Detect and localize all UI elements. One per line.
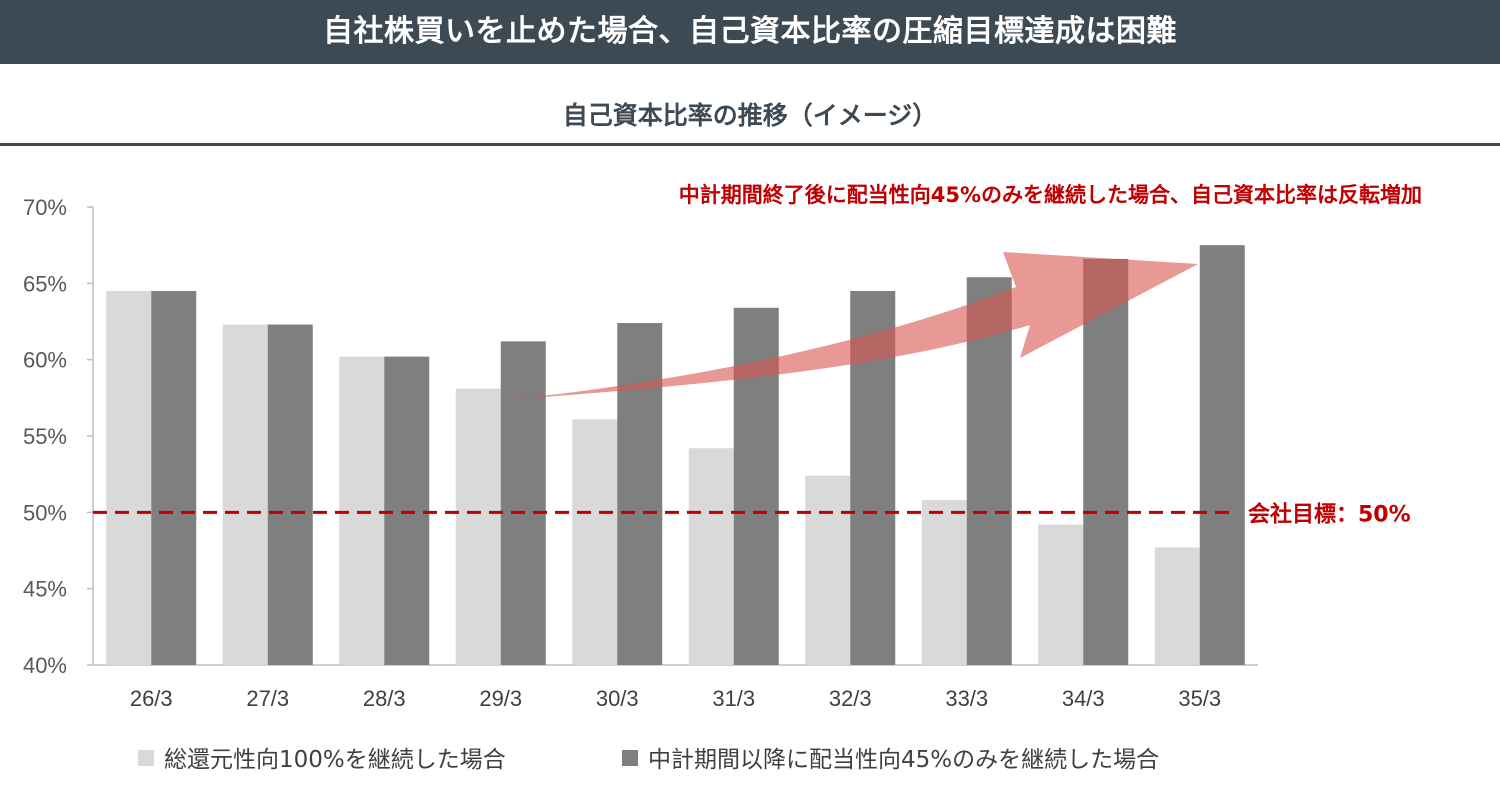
- chart-title: 自己資本比率の推移（イメージ）: [562, 101, 938, 130]
- bar-series-total-return: [106, 290, 152, 665]
- bar-series-dividend-only: [267, 324, 313, 665]
- y-tick-label: 60%: [23, 348, 67, 373]
- bar-series-dividend-only: [1083, 258, 1129, 665]
- bar-series-total-return: [339, 356, 385, 665]
- bar-series-total-return: [805, 475, 851, 665]
- bar-series-total-return: [222, 324, 268, 665]
- target-label: 会社目標：50%: [1248, 501, 1411, 527]
- x-tick-label: 34/3: [1062, 686, 1105, 711]
- x-tick-label: 35/3: [1178, 686, 1221, 711]
- bar-series-total-return: [455, 388, 501, 665]
- page-title: 自社株買いを止めた場合、自己資本比率の圧縮目標達成は困難: [323, 14, 1177, 49]
- bar-series-total-return: [1154, 547, 1200, 665]
- bar-series-dividend-only: [151, 290, 197, 665]
- y-tick-label: 55%: [23, 424, 67, 449]
- y-tick-label: 65%: [23, 271, 67, 296]
- x-tick-label: 26/3: [130, 686, 173, 711]
- y-tick-label: 45%: [23, 577, 67, 602]
- x-tick-label: 32/3: [829, 686, 872, 711]
- x-tick-label: 29/3: [479, 686, 522, 711]
- annotation-text: 中計期間終了後に配当性向45%のみを継続した場合、自己資本比率は反転増加: [679, 183, 1422, 207]
- bar-series-dividend-only: [500, 341, 546, 665]
- bar-series-total-return: [1038, 524, 1084, 665]
- header-band: [0, 0, 1500, 64]
- y-tick-label: 50%: [23, 500, 67, 525]
- bar-series-dividend-only: [1199, 245, 1245, 665]
- x-tick-label: 33/3: [945, 686, 988, 711]
- legend-item-dividend-only: 中計期間以降に配当性向45%のみを継続した場合: [648, 747, 1159, 773]
- legend-swatch: [622, 750, 638, 766]
- y-tick-label: 70%: [23, 195, 67, 220]
- bar-series-total-return: [921, 500, 967, 665]
- x-tick-label: 28/3: [363, 686, 406, 711]
- trend-arrow: [505, 252, 1198, 400]
- x-tick-label: 30/3: [596, 686, 639, 711]
- bar-series-dividend-only: [384, 356, 430, 665]
- title-rule: [0, 143, 1500, 146]
- bar-series-total-return: [572, 419, 618, 665]
- bar-series-dividend-only: [966, 277, 1012, 665]
- x-tick-label: 27/3: [246, 686, 289, 711]
- legend-item-total-return: 総還元性向100%を継続した場合: [164, 747, 506, 773]
- y-tick-label: 40%: [23, 653, 67, 678]
- bar-series-dividend-only: [617, 323, 663, 665]
- x-tick-label: 31/3: [712, 686, 755, 711]
- bar-series-total-return: [688, 448, 734, 665]
- legend-swatch: [138, 750, 154, 766]
